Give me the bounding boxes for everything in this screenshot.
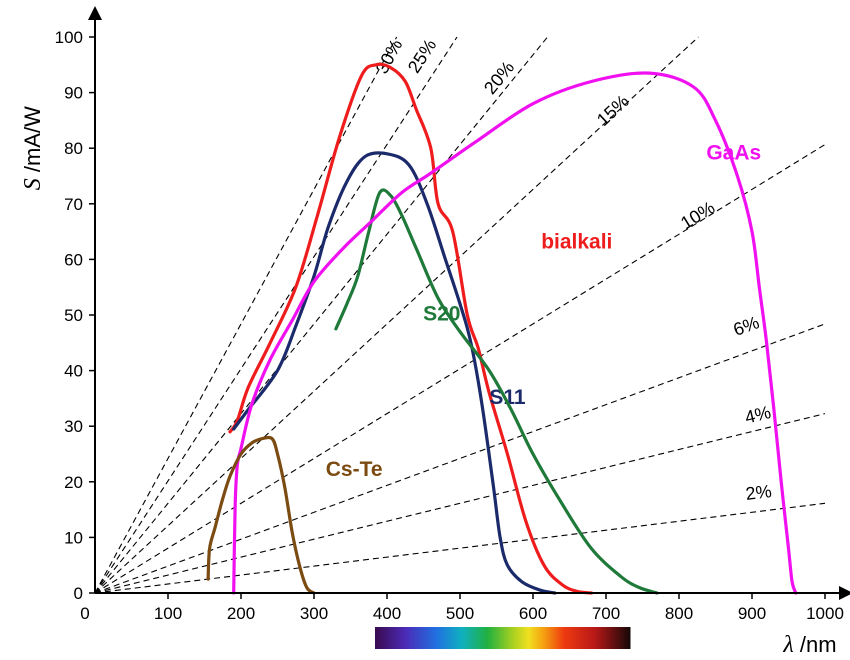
y-tick-label: 30 [64, 417, 83, 436]
qe-label: 6% [731, 312, 762, 340]
y-tick-label: 40 [64, 362, 83, 381]
x-tick-label: 300 [300, 604, 328, 623]
y-tick-label: 60 [64, 250, 83, 269]
x-tick-label: 700 [592, 604, 620, 623]
series-line-cs-te [206, 435, 316, 595]
qe-label: 20% [480, 57, 518, 98]
qe-line-25pct [95, 36, 458, 593]
x-tick-label: 800 [665, 604, 693, 623]
y-axis-arrow [88, 6, 102, 20]
y-tick-label: 0 [74, 584, 83, 603]
y-axis-symbol: S [20, 178, 46, 190]
y-tick-label: 80 [64, 139, 83, 158]
x-axis-arrow [839, 586, 850, 600]
qe-line-2pct [95, 502, 826, 593]
series-label-bialkali: bialkali [541, 230, 612, 253]
y-tick-label: 10 [64, 528, 83, 547]
x-tick-label: 100 [154, 604, 182, 623]
x-axis-title: λ /nm [782, 632, 836, 658]
series-label-cs-te: Cs-Te [326, 458, 383, 481]
x-tick-label: 200 [227, 604, 255, 623]
y-tick-label: 100 [55, 28, 83, 47]
y-tick-label: 70 [64, 195, 83, 214]
x-tick-label: 500 [446, 604, 474, 623]
qe-label: 10% [677, 197, 718, 233]
qe-label: 4% [743, 402, 773, 428]
origin-label: 0 [80, 604, 89, 623]
x-axis-unit: /nm [794, 632, 837, 657]
y-tick-label: 20 [64, 473, 83, 492]
y-axis-title: S /mA/W [20, 106, 46, 190]
series-label-s20: S20 [423, 303, 460, 326]
y-tick-label: 90 [64, 84, 83, 103]
x-tick-label: 400 [373, 604, 401, 623]
series-line-s20 [334, 188, 659, 595]
series-line-gaas [232, 71, 798, 595]
x-axis-symbol: λ [782, 632, 793, 658]
qe-line-4pct [95, 413, 826, 593]
series-line-bialkali [228, 62, 593, 595]
axes: 100 200 300 400 500 600 700 800 900 1000 00 10 20 30 4… [20, 6, 850, 658]
qe-line-15pct [95, 36, 699, 593]
y-axis-unit: /mA/W [20, 106, 45, 178]
x-tick-label: 600 [519, 604, 547, 623]
series-label-gaas: GaAs [706, 141, 761, 164]
x-tick-label: 1000 [806, 604, 844, 623]
qe-line-30pct [95, 36, 398, 593]
spectrum-bar [375, 627, 631, 649]
qe-label: 2% [744, 481, 772, 504]
x-tick-label: 900 [738, 604, 766, 623]
y-tick-label: 50 [64, 306, 83, 325]
series-label-s11: S11 [489, 386, 526, 409]
qe-label: 15% [593, 91, 633, 130]
qe-label: 30% [372, 36, 407, 77]
series: bialkali S11 S20 GaAs Cs-Te [206, 62, 798, 595]
series-line-s11 [232, 151, 557, 595]
